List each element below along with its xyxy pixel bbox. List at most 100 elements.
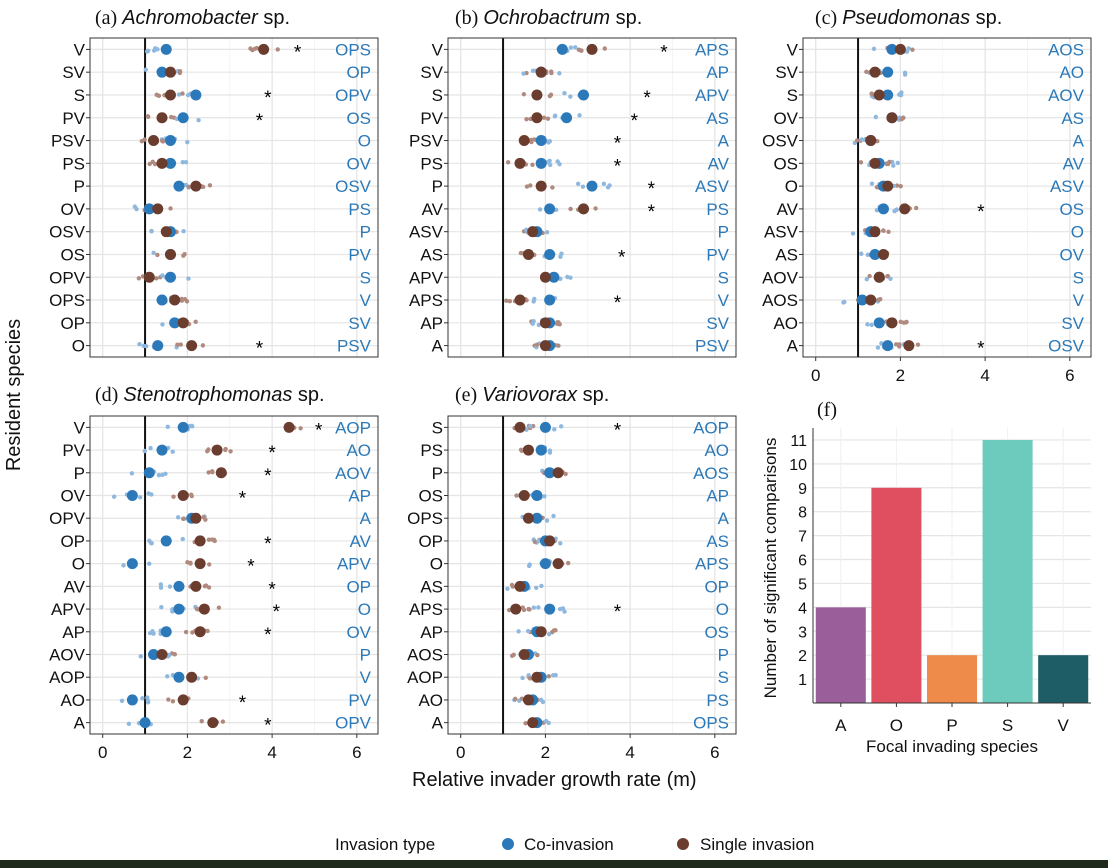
co-invasion-replicate-point	[145, 700, 151, 705]
co-invasion-mean-point	[578, 89, 590, 101]
x-tick-label: 2	[183, 743, 192, 762]
significance-star: *	[264, 716, 272, 737]
panel-title: (b) Ochrobactrum sp.	[455, 7, 642, 29]
single-invasion-mean-point	[527, 717, 539, 729]
co-invasion-replicate-point	[859, 251, 864, 256]
single-invasion-replicate-point	[145, 114, 151, 119]
resident-tick-label: A	[74, 714, 86, 733]
co-invasion-replicate-point	[525, 628, 531, 634]
co-invasion-mean-point	[535, 157, 547, 169]
co-invasion-replicate-point	[906, 46, 911, 51]
co-invasion-replicate-point	[894, 207, 900, 212]
resident-tick-label: APS	[409, 600, 443, 619]
co-invasion-mean-point	[556, 43, 568, 55]
co-invasion-replicate-point	[553, 672, 558, 678]
co-invasion-replicate-point	[180, 159, 185, 165]
co-invasion-mean-point	[139, 717, 151, 729]
panel-border	[89, 37, 379, 358]
panel-border	[802, 37, 1092, 358]
resident-tick-label: AOV	[49, 646, 86, 665]
co-invasion-replicate-point	[150, 629, 155, 634]
co-invader-label: AV	[350, 532, 372, 551]
single-invasion-replicate-point	[534, 342, 540, 347]
x-tick-label: 0	[98, 743, 107, 762]
single-invasion-replicate-point	[535, 652, 540, 658]
co-invader-label: OPS	[693, 714, 729, 733]
x-tick-label: 0	[456, 743, 465, 762]
single-invasion-replicate-point	[209, 537, 215, 542]
panel-title-genus: Variovorax	[482, 384, 578, 406]
resident-tick-label: AO	[418, 691, 443, 710]
co-invasion-mean-point	[173, 180, 185, 192]
single-invasion-mean-point	[544, 535, 556, 547]
resident-tick-label: O	[72, 337, 85, 356]
single-invasion-replicate-point	[201, 514, 206, 520]
resident-tick-label: AP	[420, 314, 443, 333]
co-invasion-replicate-point	[148, 445, 153, 451]
resident-tick-label: AOS	[407, 646, 443, 665]
single-invasion-mean-point	[164, 89, 176, 101]
legend-label-co-invasion: Co-invasion	[524, 835, 614, 854]
co-invasion-mean-point	[869, 248, 881, 260]
co-invasion-replicate-point	[899, 90, 904, 95]
co-invasion-replicate-point	[146, 48, 151, 54]
single-invasion-replicate-point	[298, 426, 303, 431]
single-invasion-mean-point	[522, 512, 534, 524]
resident-tick-label: OPV	[49, 268, 86, 287]
significance-star: *	[247, 557, 255, 578]
co-invader-label: S	[718, 668, 729, 687]
co-invader-label: AOV	[1048, 86, 1085, 105]
resident-tick-label: OV	[60, 487, 85, 506]
panel-title-suffix: sp.	[610, 7, 642, 29]
resident-tick-label: OV	[773, 109, 798, 128]
resident-tick-label: OPS	[49, 291, 85, 310]
co-invasion-replicate-point	[138, 654, 143, 659]
co-invasion-replicate-point	[132, 204, 138, 209]
panel-title-genus: Pseudomonas	[842, 7, 970, 29]
co-invasion-replicate-point	[555, 159, 560, 164]
single-invasion-mean-point	[522, 694, 534, 706]
x-tick-label: V	[1058, 716, 1070, 735]
resident-tick-label: AO	[773, 314, 798, 333]
co-invasion-mean-point	[156, 294, 168, 306]
resident-tick-label: APV	[409, 268, 444, 287]
co-invasion-replicate-point	[601, 181, 607, 187]
single-invasion-mean-point	[186, 671, 198, 683]
single-invasion-mean-point	[160, 226, 172, 238]
resident-tick-label: AS	[420, 577, 443, 596]
panel-title-prefix: (c)	[815, 7, 842, 29]
co-invader-label: OS	[1059, 200, 1084, 219]
significance-star: *	[239, 489, 247, 510]
single-invasion-replicate-point	[168, 206, 173, 211]
resident-tick-label: PV	[62, 441, 85, 460]
single-invasion-replicate-point	[875, 138, 880, 144]
single-invasion-replicate-point	[858, 160, 864, 165]
x-tick-label: 6	[1065, 366, 1074, 385]
single-invasion-replicate-point	[171, 494, 176, 499]
co-invasion-replicate-point	[873, 114, 879, 120]
resident-tick-label: S	[432, 418, 443, 437]
co-invasion-replicate-point	[196, 118, 201, 123]
single-invasion-mean-point	[552, 467, 564, 479]
single-invasion-replicate-point	[509, 653, 515, 658]
resident-tick-label: PS	[420, 441, 443, 460]
co-invader-label: P	[360, 223, 371, 242]
y-tick-label: 11	[790, 433, 807, 450]
x-tick-label: 4	[980, 366, 989, 385]
panel-title: (d) Stenotrophomonas sp.	[95, 384, 325, 406]
resident-tick-label: AOS	[762, 291, 798, 310]
co-invasion-replicate-point	[888, 276, 893, 281]
co-invader-label: V	[718, 291, 730, 310]
y-tick-label: 9	[798, 481, 807, 498]
single-invasion-replicate-point	[193, 319, 198, 325]
significance-star: *	[294, 42, 302, 63]
co-invasion-replicate-point	[865, 252, 870, 258]
bar-x-axis-title: Focal invading species	[866, 737, 1038, 756]
single-invasion-mean-point	[194, 626, 206, 638]
bar-S	[982, 439, 1033, 703]
single-invasion-replicate-point	[557, 322, 562, 327]
single-invasion-mean-point	[258, 43, 270, 55]
single-invasion-mean-point	[886, 317, 898, 329]
single-invasion-replicate-point	[576, 47, 582, 52]
